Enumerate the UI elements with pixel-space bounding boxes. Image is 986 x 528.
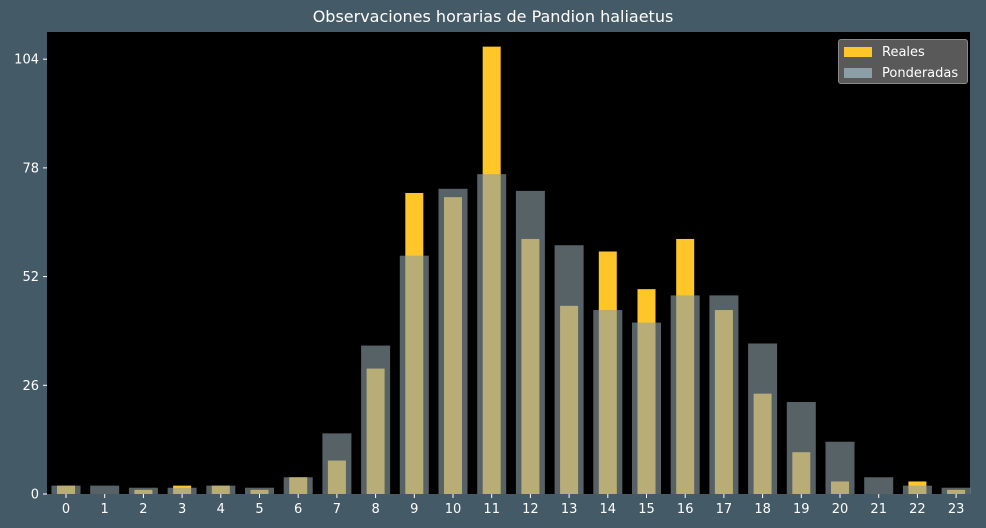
bar-ponderadas-13 [554,245,584,494]
x-tick-label-9: 9 [410,502,418,517]
bar-ponderadas-20 [825,441,855,494]
y-tick-label-26: 26 [22,379,39,394]
y-tick-label-0: 0 [31,488,39,503]
bar-ponderadas-18 [748,343,778,494]
bar-ponderadas-3 [167,487,197,494]
x-tick-label-11: 11 [483,502,500,517]
x-tick-label-23: 23 [948,502,965,517]
x-tick-label-1: 1 [101,502,109,517]
x-tick-label-8: 8 [371,502,379,517]
x-tick-label-7: 7 [333,502,341,517]
x-tick-label-5: 5 [255,502,263,517]
x-tick-label-16: 16 [677,502,694,517]
bar-ponderadas-0 [51,485,81,494]
bar-ponderadas-5 [245,487,274,494]
bar-ponderadas-12 [515,190,545,495]
legend-item-reales: Reales [844,43,925,61]
bar-ponderadas-22 [902,485,932,494]
x-tick-label-6: 6 [294,502,302,517]
bar-ponderadas-11 [477,174,507,494]
chart-title: Observaciones horarias de Pandion haliae… [312,7,674,26]
x-axis: 0 1 2 3 4 5 6 7 8 9 10 11 12 13 14 15 16 17 18 19 20 21 22 23 [62,494,965,517]
x-tick-label-19: 19 [793,502,810,517]
x-tick-label-15: 15 [638,502,655,517]
x-tick-label-0: 0 [62,502,70,517]
y-tick-label-78: 78 [22,161,39,176]
bar-ponderadas-14 [593,310,623,494]
legend-label-ponderadas: Ponderadas [882,65,959,81]
series-ponderadas-bars [51,174,971,495]
bar-ponderadas-8 [361,345,391,494]
x-tick-label-20: 20 [832,502,849,517]
bar-ponderadas-4 [206,485,236,494]
bar-ponderadas-2 [128,487,158,494]
x-tick-label-21: 21 [870,502,887,517]
x-tick-label-13: 13 [561,502,578,517]
legend-item-ponderadas: Ponderadas [844,64,958,82]
x-tick-label-18: 18 [754,502,771,517]
bar-ponderadas-16 [670,295,700,494]
x-tick-label-4: 4 [217,502,225,517]
y-tick-label-52: 52 [22,270,39,285]
bar-ponderadas-6 [283,477,313,494]
bar-ponderadas-1 [90,485,120,494]
bar-ponderadas-7 [322,433,352,494]
x-tick-label-10: 10 [445,502,462,517]
y-tick-label-104: 104 [14,53,39,68]
bar-ponderadas-15 [632,322,661,494]
x-tick-label-3: 3 [178,502,186,517]
bar-ponderadas-19 [786,402,816,494]
bar-ponderadas-21 [864,477,894,494]
bar-ponderadas-17 [709,295,739,494]
plot-area [47,32,970,494]
x-tick-label-14: 14 [600,502,617,517]
y-axis: 0 26 52 78 104 [14,53,47,503]
x-tick-label-17: 17 [716,502,733,517]
bar-ponderadas-9 [399,255,429,494]
legend-label-reales: Reales [882,44,925,60]
bar-ponderadas-23 [941,487,971,494]
legend: Reales Ponderadas [838,39,968,84]
x-tick-label-12: 12 [522,502,539,517]
x-tick-label-22: 22 [909,502,926,517]
bar-ponderadas-10 [438,188,468,494]
x-tick-label-2: 2 [139,502,147,517]
legend-swatch-ponderadas [844,68,872,78]
legend-swatch-reales [844,47,872,57]
